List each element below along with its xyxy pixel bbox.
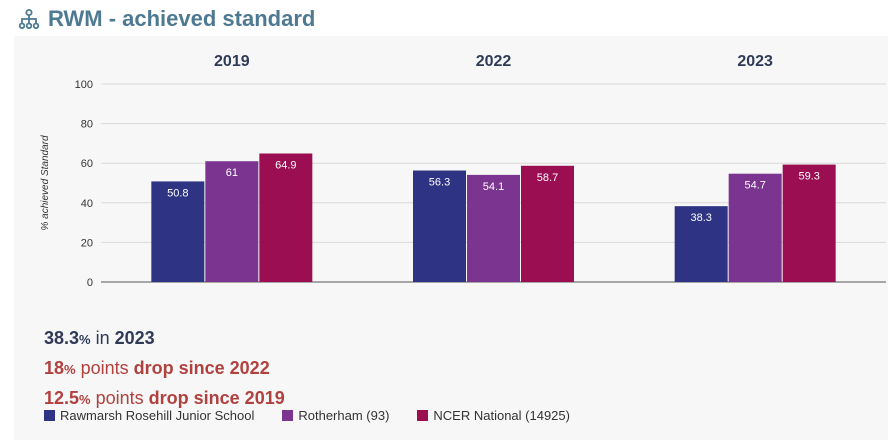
hierarchy-icon [18,9,40,29]
y-tick-label: 60 [81,158,93,170]
data-label: 54.1 [483,181,504,193]
category-label: 2023 [737,53,773,70]
summary-current-value: 38.3 [44,328,80,348]
category-label: 2019 [214,53,250,70]
page-title: RWM - achieved standard [48,6,316,31]
legend-item[interactable]: NCER National (14925) [417,408,570,423]
summary-current: 38.3% in 2023 [44,324,285,354]
summary-drop-2019-unit: % [79,392,91,407]
bar [413,170,466,282]
legend-swatch [282,410,294,421]
legend-label: Rotherham (93) [298,408,390,423]
summary-drop-2019: 12.5% points drop since 2019 [44,384,285,414]
bar [674,206,728,282]
data-label: 61 [226,167,238,179]
bar-chart: 0 20 40 60 80 100 % achieved Standard 2019 50.8 6… [40,53,886,289]
summary-drop-2022-text: drop since 2022 [133,358,270,378]
bar [259,153,313,282]
y-tick-label: 0 [87,277,93,289]
legend-item[interactable]: Rotherham (93) [282,408,389,423]
data-label: 59.3 [798,171,819,183]
summary-current-unit: % [79,332,91,347]
summary-block: 38.3% in 2023 18% points drop since 2022… [44,324,285,414]
legend-item[interactable]: Rawmarsh Rosehill Junior School [44,408,254,423]
legend-label: NCER National (14925) [433,408,570,423]
bar [205,161,259,282]
bar [151,181,205,282]
data-label: 54.7 [744,180,765,192]
summary-drop-2019-text: drop since 2019 [148,388,285,408]
bar [782,164,836,282]
legend-label: Rawmarsh Rosehill Junior School [60,408,255,423]
y-tick-label: 80 [81,119,93,131]
legend-swatch [417,410,429,421]
data-label: 38.3 [690,212,711,224]
bar [467,174,520,282]
data-label: 56.3 [429,177,450,189]
y-tick-label: 100 [75,79,93,91]
summary-current-mid: in [90,328,115,348]
legend-swatch [44,410,55,421]
summary-drop-2019-mid: points [90,388,149,408]
data-label: 58.7 [537,172,558,184]
summary-current-year: 2023 [114,328,155,348]
summary-drop-2022-unit: % [64,362,76,377]
summary-drop-2022-value: 18 [44,358,65,378]
y-tick-label: 40 [81,198,93,210]
summary-drop-2019-value: 12.5 [44,388,80,408]
chart-panel: 0 20 40 60 80 100 % achieved Standard 2019 50.8 6… [14,36,888,440]
summary-drop-2022: 18% points drop since 2022 [44,354,285,384]
data-label: 50.8 [167,187,188,199]
data-label: 64.9 [275,159,296,171]
y-tick-label: 20 [81,237,93,249]
category-label: 2022 [476,53,512,70]
chart-legend: Rawmarsh Rosehill Junior School Rotherha… [44,408,598,423]
bar [521,165,574,282]
summary-drop-2022-mid: points [75,358,134,378]
page-header: RWM - achieved standard [18,4,315,34]
bar [728,173,782,282]
y-axis-label: % achieved Standard [40,135,51,231]
